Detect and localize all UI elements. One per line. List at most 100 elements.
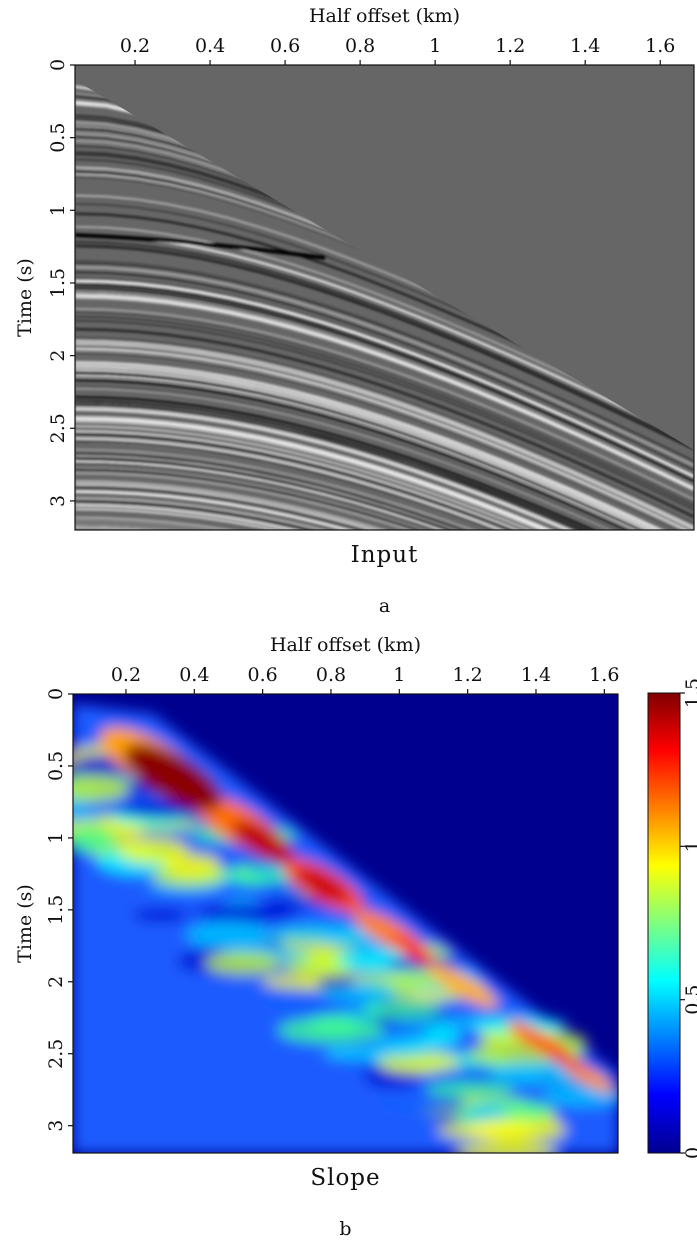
reflection <box>75 455 694 530</box>
blob <box>377 1093 467 1115</box>
blob <box>118 837 189 865</box>
reflection <box>75 267 694 467</box>
reflection <box>75 352 694 530</box>
ridge-core <box>124 743 222 811</box>
y-tick-label: 3 <box>47 495 69 507</box>
blob <box>467 1102 508 1123</box>
x-axis-label: Half offset (km) <box>270 634 421 656</box>
ridge-core <box>390 935 436 965</box>
reflection <box>75 428 694 530</box>
strong-reflection <box>75 233 326 260</box>
blobs <box>73 704 618 1153</box>
reflection <box>75 260 694 462</box>
blob <box>543 1085 618 1107</box>
reflection <box>75 414 694 530</box>
blob <box>277 1017 385 1044</box>
x-tick-label: 1.6 <box>589 664 619 686</box>
reflection <box>75 437 694 530</box>
reflection <box>75 403 694 530</box>
reflection <box>75 245 694 450</box>
reflection <box>75 404 694 530</box>
reflection <box>75 375 694 530</box>
reflection <box>75 364 694 530</box>
y-tick-label: 1 <box>47 204 69 216</box>
reflection <box>75 345 694 530</box>
reflection <box>75 483 694 530</box>
reflection <box>75 415 694 530</box>
panel-label: b <box>339 1218 351 1240</box>
x-tick-label: 0.4 <box>179 664 209 686</box>
ridge-core <box>543 1045 583 1071</box>
reflection <box>75 520 694 530</box>
y-axis-label: Time (s) <box>14 884 36 963</box>
slope-field <box>73 704 618 1153</box>
reflection <box>75 523 694 530</box>
x-tick-label: 0.4 <box>195 35 225 57</box>
reflection <box>75 347 694 530</box>
y-tick-label: 1.5 <box>45 895 67 925</box>
reflection <box>75 479 694 530</box>
reflection <box>75 266 694 467</box>
reflection <box>75 349 694 530</box>
reflection <box>75 328 694 518</box>
reflection <box>75 386 694 530</box>
reflection <box>75 439 694 530</box>
y-axis-label: Time (s) <box>14 258 36 337</box>
reflection <box>75 423 694 530</box>
reflection <box>75 458 694 530</box>
x-tick-label: 1.4 <box>570 35 600 57</box>
reflection <box>75 286 694 483</box>
reflection <box>75 296 694 492</box>
y-tick-label: 2.5 <box>47 413 69 443</box>
reflection <box>75 456 694 530</box>
panel: 0.2 0.4 0.6 0.8 1 1.2 1.4 1.6 0 0.5 1 1.5 2 2.5 3 Half … <box>14 5 695 713</box>
reflection <box>75 279 694 478</box>
reflection <box>75 408 694 530</box>
reflection <box>75 485 694 530</box>
reflection <box>75 468 694 530</box>
reflection <box>75 430 694 530</box>
plot-frame <box>74 64 695 531</box>
reflection <box>75 311 694 503</box>
x-tick-label: 0.6 <box>270 35 300 57</box>
y-tick-label: 2 <box>47 350 69 362</box>
x-tick-label: 0.6 <box>248 664 278 686</box>
y-tick-label: 0 <box>45 688 67 700</box>
blob <box>132 907 189 923</box>
reflection <box>75 282 694 480</box>
reflection <box>75 452 694 530</box>
x-tick-label: 1.2 <box>453 664 483 686</box>
x-tick-label: 0.2 <box>120 35 150 57</box>
blob <box>361 1001 442 1018</box>
reflection <box>75 543 694 713</box>
caption: Slope <box>310 1165 380 1191</box>
reflection <box>75 295 694 490</box>
y-tick-label: 2 <box>45 976 67 988</box>
reflection <box>75 487 694 530</box>
x-tick-label: 1.2 <box>495 35 525 57</box>
reflection <box>75 503 694 530</box>
reflection <box>75 361 694 530</box>
reflection <box>75 516 694 530</box>
x-tick-label: 1.6 <box>645 35 675 57</box>
reflection <box>75 379 694 530</box>
reflection <box>75 489 694 530</box>
caption: Input <box>351 542 419 568</box>
panel-label: a <box>379 595 390 617</box>
reflection <box>75 233 694 442</box>
x-axis-label: Half offset (km) <box>309 5 460 27</box>
blob <box>204 951 282 975</box>
colorbar-tick-label: 1 <box>682 840 697 852</box>
y-tick-label: 2.5 <box>45 1039 67 1069</box>
blob <box>195 903 300 923</box>
reflection <box>75 262 694 464</box>
y-tick-label: 3 <box>45 1120 67 1132</box>
reflection <box>75 500 694 530</box>
reflection <box>75 425 694 530</box>
x-tick-label: 1 <box>429 35 441 57</box>
reflection <box>75 319 694 511</box>
colorbar-tick-label: 1.5 <box>682 678 697 708</box>
reflection <box>75 244 694 449</box>
reflection <box>75 307 694 501</box>
